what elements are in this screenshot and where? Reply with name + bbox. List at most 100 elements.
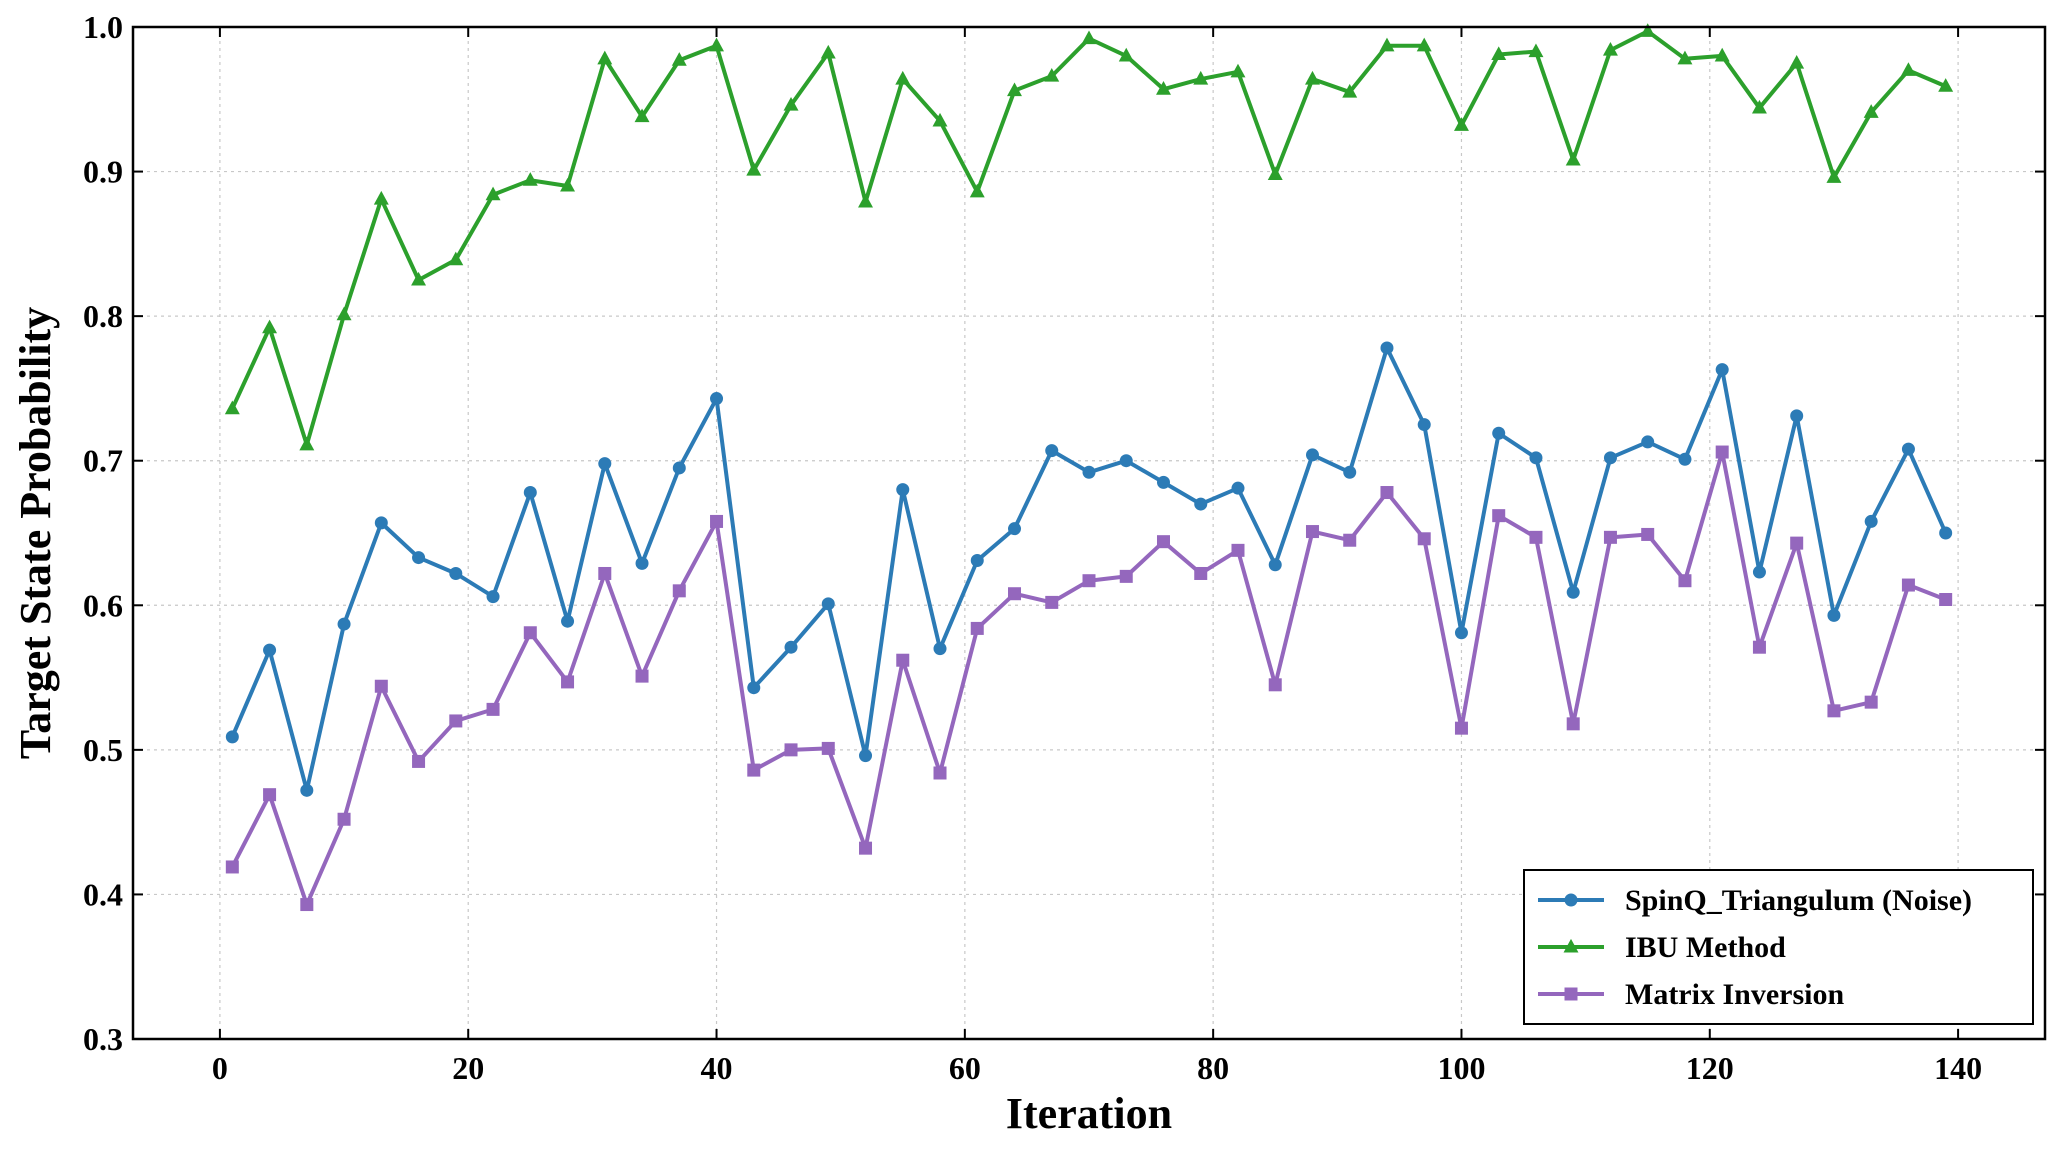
- data-point: [262, 319, 278, 334]
- data-point: [859, 841, 873, 855]
- data-point: [486, 590, 500, 604]
- data-point: [1380, 341, 1394, 355]
- data-point: [1380, 486, 1394, 500]
- data-point: [598, 566, 612, 580]
- data-point: [933, 642, 947, 656]
- data-point: [1194, 566, 1208, 580]
- data-point: [1715, 445, 1729, 459]
- data-point: [896, 653, 910, 667]
- data-point: [1268, 558, 1282, 572]
- data-point: [635, 669, 649, 683]
- plot-frame: [131, 25, 2047, 1041]
- data-point: [1939, 593, 1953, 607]
- data-point: [1566, 717, 1580, 731]
- data-point: [225, 730, 239, 744]
- data-point: [1491, 46, 1507, 60]
- legend-label: IBU Method: [1625, 931, 1786, 964]
- data-point: [1343, 465, 1357, 479]
- x-tick-label: 140: [1934, 1050, 1982, 1086]
- data-point: [1119, 454, 1133, 468]
- data-point: [858, 193, 873, 208]
- data-point: [933, 766, 947, 780]
- y-tick-label: 0.5: [83, 732, 123, 768]
- data-point: [411, 271, 427, 286]
- data-point: [1678, 574, 1692, 588]
- data-point: [1454, 626, 1468, 640]
- x-tick-label: 100: [1437, 1050, 1485, 1086]
- data-point: [784, 743, 798, 757]
- series-1: [224, 23, 1954, 451]
- data-point: [1045, 444, 1059, 458]
- data-point: [671, 52, 687, 66]
- x-tick-label: 40: [701, 1050, 733, 1086]
- x-tick-label: 80: [1197, 1050, 1229, 1086]
- data-point: [1492, 509, 1506, 523]
- data-point: [746, 162, 762, 176]
- data-point: [1416, 37, 1432, 52]
- data-point: [1714, 47, 1730, 62]
- data-point: [1752, 565, 1766, 579]
- data-point: [1305, 70, 1320, 85]
- legend-entry: SpinQ_Triangulum (Noise): [1538, 884, 1972, 917]
- x-tick-label: 20: [452, 1050, 484, 1086]
- data-point: [337, 617, 351, 631]
- data-point: [336, 306, 352, 321]
- data-point: [635, 556, 649, 570]
- data-point: [1230, 63, 1246, 78]
- series-2: [225, 445, 1953, 912]
- data-point: [896, 483, 910, 497]
- y-tick-label: 0.7: [83, 443, 123, 479]
- data-point: [597, 50, 613, 65]
- x-tick-label: 0: [212, 1050, 228, 1086]
- data-point: [225, 860, 239, 874]
- series-line: [230, 450, 1947, 907]
- data-point: [448, 251, 464, 266]
- data-point: [337, 812, 351, 826]
- y-tick-label: 1.0: [83, 9, 123, 45]
- x-axis-label: Iteration: [1006, 1089, 1172, 1138]
- series-layer: [224, 23, 1954, 912]
- data-point: [300, 783, 314, 797]
- data-point: [523, 486, 537, 500]
- legend-box: [1523, 869, 2034, 1025]
- data-point: [634, 108, 650, 123]
- data-point: [522, 172, 538, 186]
- legend-swatch-marker: [1564, 893, 1578, 907]
- data-point: [1603, 530, 1617, 544]
- grid: [133, 26, 2045, 1040]
- data-point: [300, 898, 314, 912]
- data-point: [1863, 104, 1879, 118]
- legend-label: Matrix Inversion: [1625, 978, 1844, 1011]
- data-point: [672, 584, 686, 598]
- data-point: [449, 566, 463, 580]
- data-point: [1118, 47, 1134, 62]
- data-point: [970, 621, 984, 635]
- data-point: [449, 714, 463, 728]
- data-point: [1082, 574, 1096, 588]
- data-point: [1305, 448, 1319, 462]
- series-line: [230, 29, 1947, 447]
- data-point: [747, 681, 761, 695]
- data-point: [561, 675, 575, 689]
- data-point: [1119, 569, 1133, 583]
- data-point: [1641, 527, 1655, 541]
- data-point: [561, 614, 575, 628]
- data-point: [672, 461, 686, 475]
- data-point: [1752, 640, 1766, 654]
- data-point: [1603, 451, 1617, 465]
- data-point: [1268, 678, 1282, 692]
- data-point: [1677, 50, 1693, 65]
- data-point: [1305, 525, 1319, 539]
- data-point: [1417, 532, 1431, 546]
- data-point: [1379, 37, 1395, 52]
- data-point: [224, 400, 240, 415]
- y-axis-label: Target State Probability: [11, 307, 60, 759]
- data-point: [710, 514, 724, 528]
- data-point: [1231, 543, 1245, 557]
- data-point: [1566, 585, 1580, 599]
- data-point: [1826, 169, 1842, 183]
- data-point: [1529, 451, 1543, 465]
- data-point: [523, 626, 537, 640]
- data-point: [1864, 514, 1878, 528]
- data-point: [1081, 30, 1097, 45]
